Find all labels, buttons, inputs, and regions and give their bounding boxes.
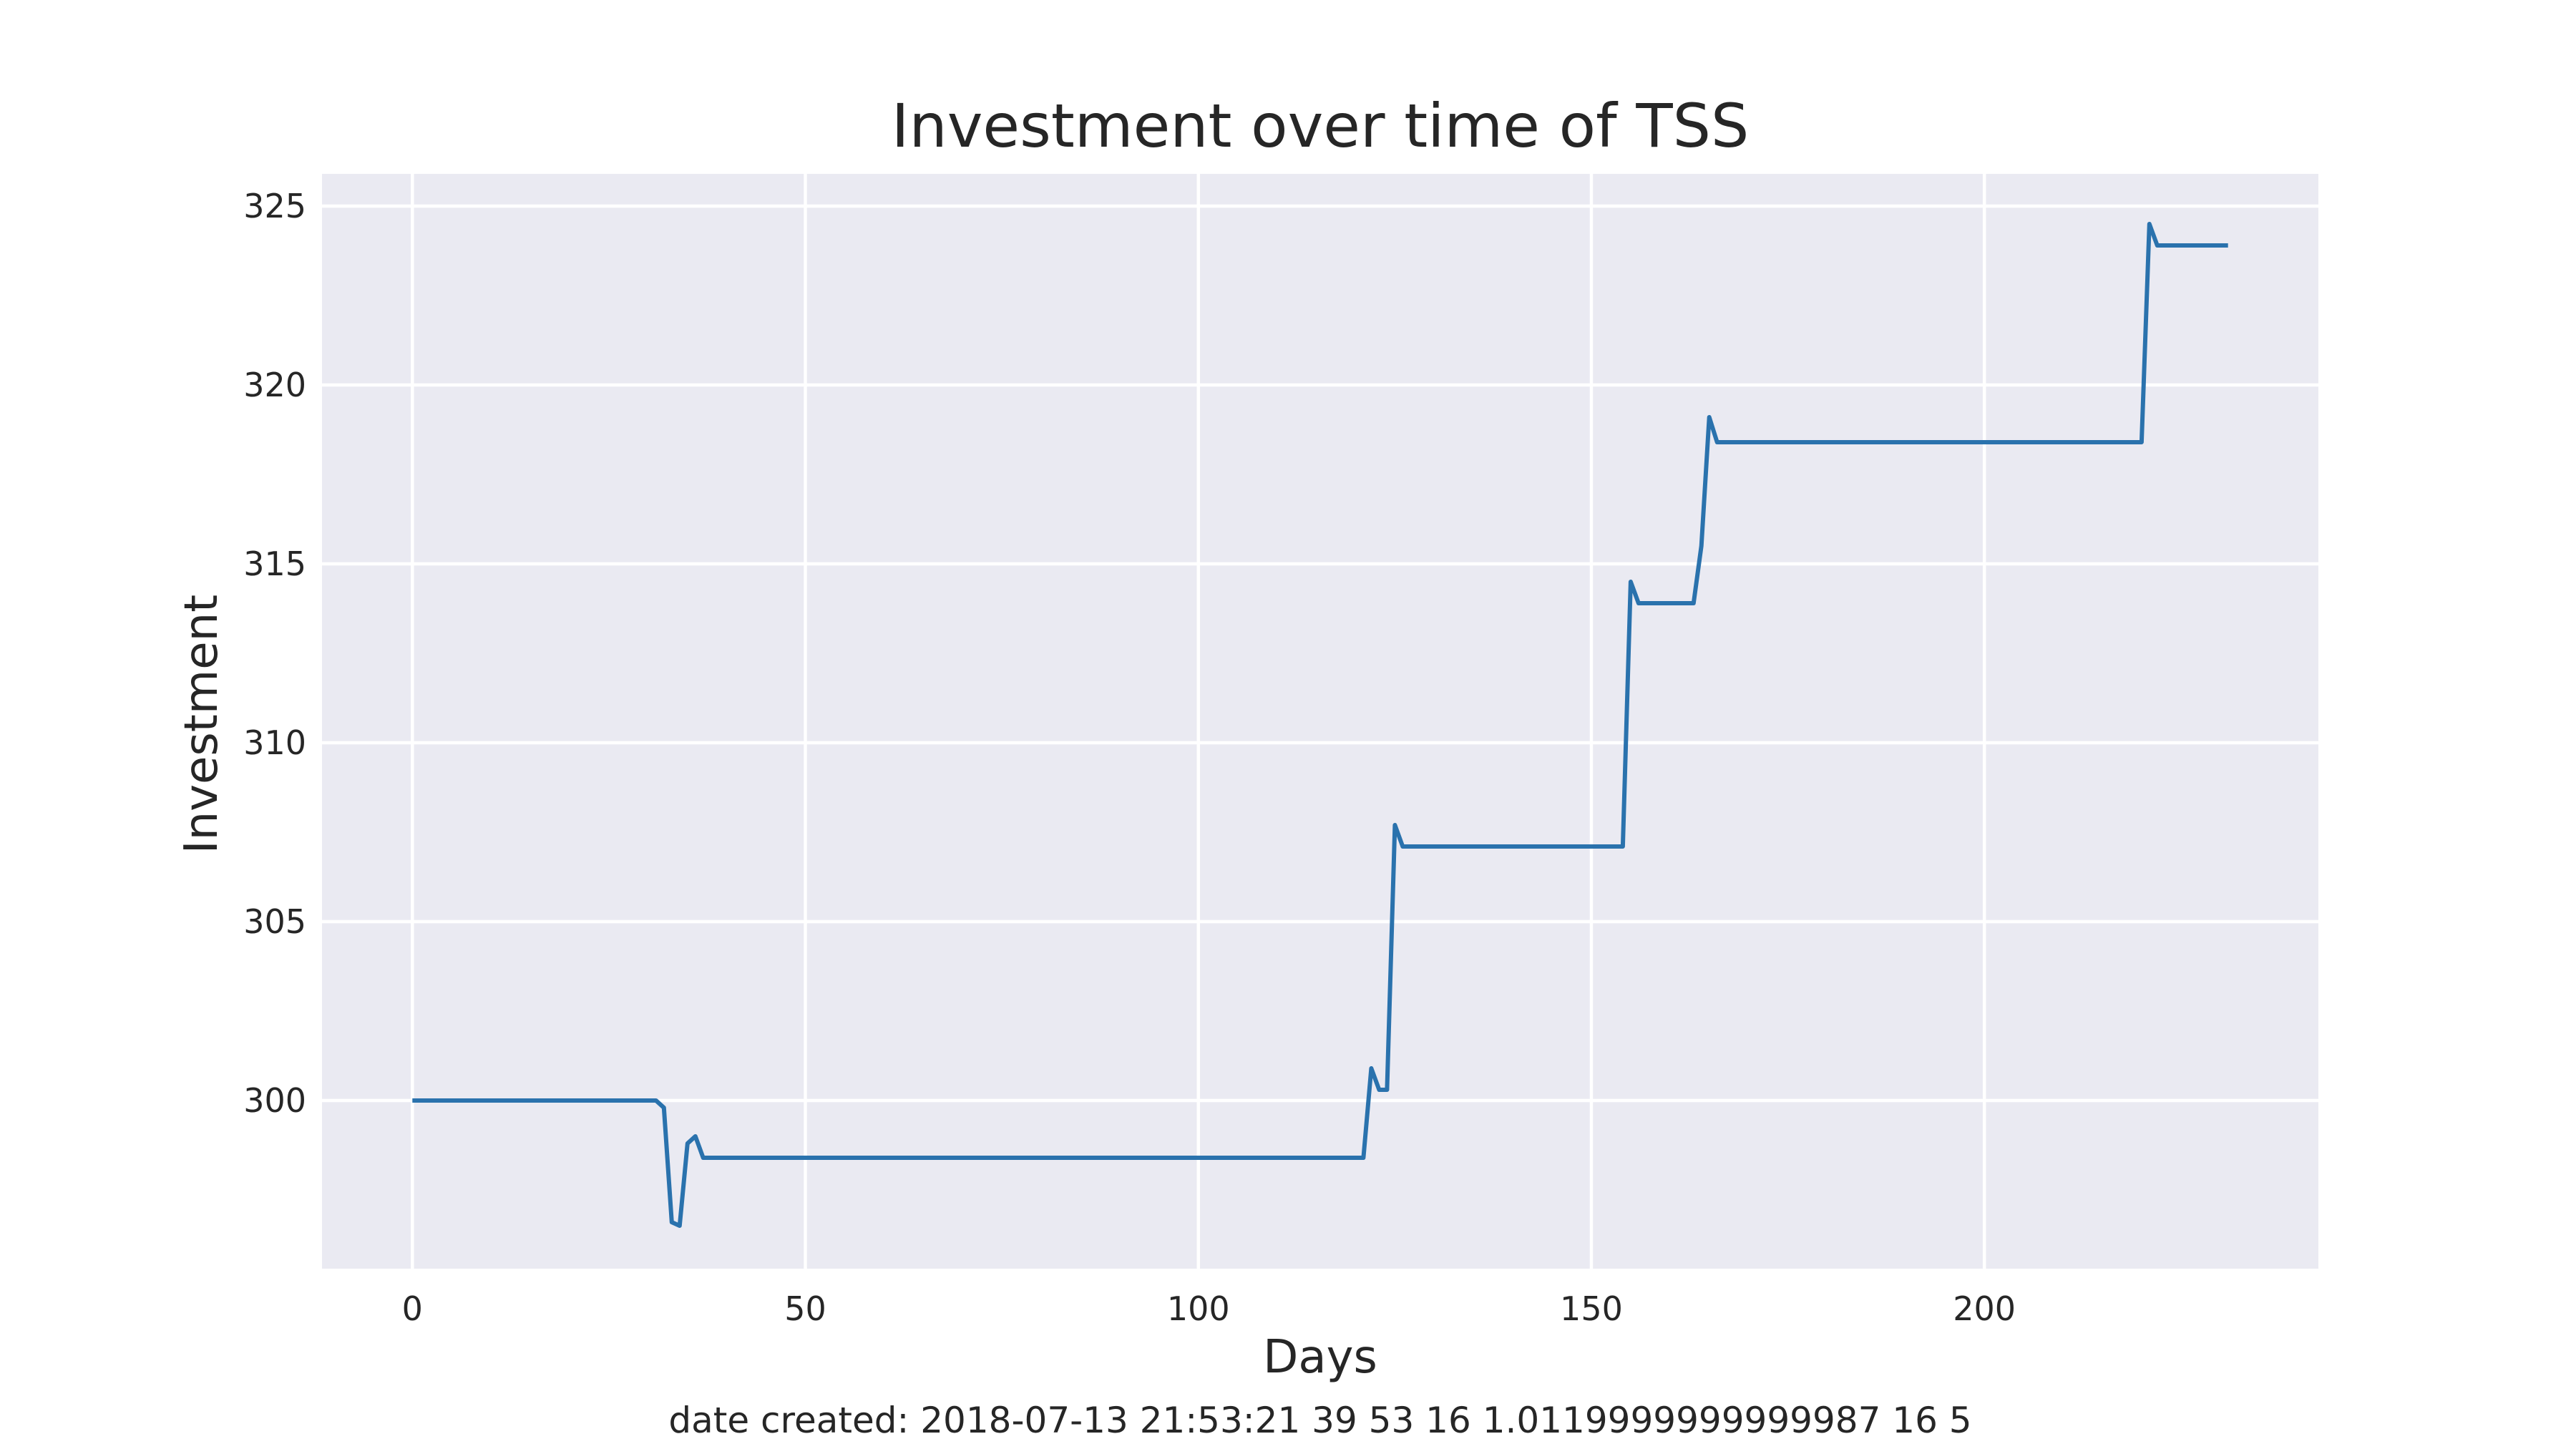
y-tick-label: 305: [243, 902, 306, 941]
x-tick-label: 0: [402, 1289, 423, 1328]
y-tick-label: 300: [243, 1081, 306, 1120]
footer-note: date created: 2018-07-13 21:53:21 39 53 …: [668, 1400, 1971, 1441]
series-layer: [412, 222, 2228, 1228]
y-tick-label: 310: [243, 723, 306, 762]
plot-area: [322, 174, 2318, 1269]
y-tick-label: 320: [243, 366, 306, 404]
y-tick-label: 315: [243, 545, 306, 583]
y-tick-label: 325: [243, 187, 306, 225]
tick-labels: 0 50 100 150 200 300 305 310 315 320 325: [243, 187, 2016, 1328]
x-tick-label: 150: [1560, 1289, 1623, 1328]
chart-title: Investment over time of TSS: [892, 91, 1750, 161]
x-tick-label: 50: [784, 1289, 826, 1328]
x-axis-title: Days: [1263, 1331, 1377, 1384]
x-tick-label: 100: [1167, 1289, 1230, 1328]
y-axis-title: Investment: [175, 595, 228, 854]
x-tick-label: 200: [1953, 1289, 2016, 1328]
series-line: [412, 222, 2228, 1228]
